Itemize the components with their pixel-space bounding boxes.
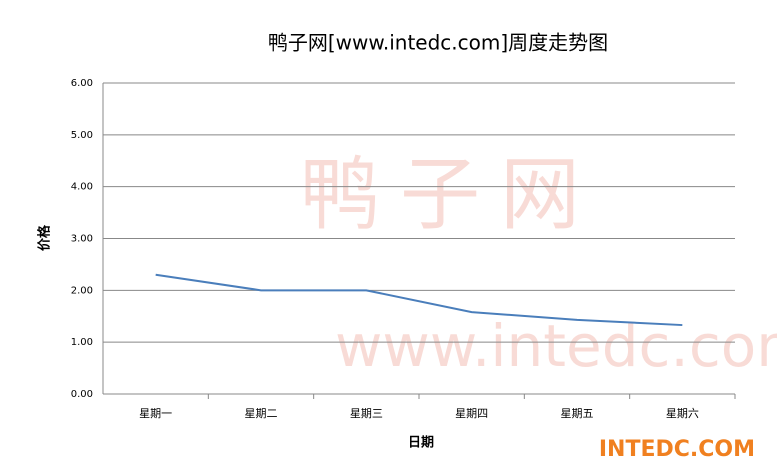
x-axis-label: 日期 — [408, 436, 434, 451]
y-axis-label: 价格 — [37, 224, 53, 251]
x-tick-label: 星期四 — [455, 407, 488, 420]
data-line — [155, 273, 683, 327]
y-tick-label: 1.00 — [71, 337, 93, 348]
logo: INTEDC.COM — [599, 437, 755, 462]
y-tick-label: 2.00 — [71, 285, 93, 296]
chart-title: 鸭子网[www.intedc.com]周度走势图 — [268, 31, 608, 55]
x-tick-label: 星期六 — [666, 407, 699, 420]
y-tick-label: 4.00 — [71, 182, 93, 193]
y-tick-label: 6.00 — [71, 78, 93, 89]
x-tick-label: 星期三 — [350, 407, 383, 420]
watermark: www.intedc.com — [335, 312, 777, 380]
x-tick-label: 星期一 — [139, 407, 172, 420]
y-tick-label: 3.00 — [71, 234, 93, 245]
x-tick-label: 星期二 — [245, 407, 278, 420]
watermark: 鸭子网 — [300, 148, 600, 241]
y-tick-label: 0.00 — [71, 389, 93, 400]
x-tick-label: 星期五 — [561, 407, 594, 420]
y-tick-label: 5.00 — [71, 130, 93, 141]
